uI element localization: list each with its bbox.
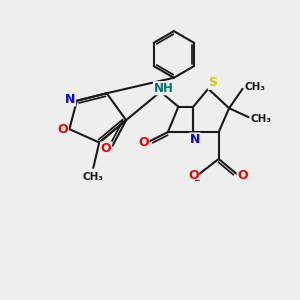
Text: N: N bbox=[190, 133, 200, 146]
Text: CH₃: CH₃ bbox=[251, 114, 272, 124]
Text: CH₃: CH₃ bbox=[245, 82, 266, 92]
Text: N: N bbox=[65, 93, 76, 106]
Text: O: O bbox=[138, 136, 149, 149]
Text: O: O bbox=[188, 169, 199, 182]
Text: O: O bbox=[237, 169, 248, 182]
Text: CH₃: CH₃ bbox=[83, 172, 104, 182]
Text: O: O bbox=[58, 123, 68, 136]
Text: S: S bbox=[208, 76, 217, 89]
Text: NH: NH bbox=[154, 82, 173, 95]
Text: ⁻: ⁻ bbox=[193, 177, 200, 190]
Text: O: O bbox=[101, 142, 111, 155]
